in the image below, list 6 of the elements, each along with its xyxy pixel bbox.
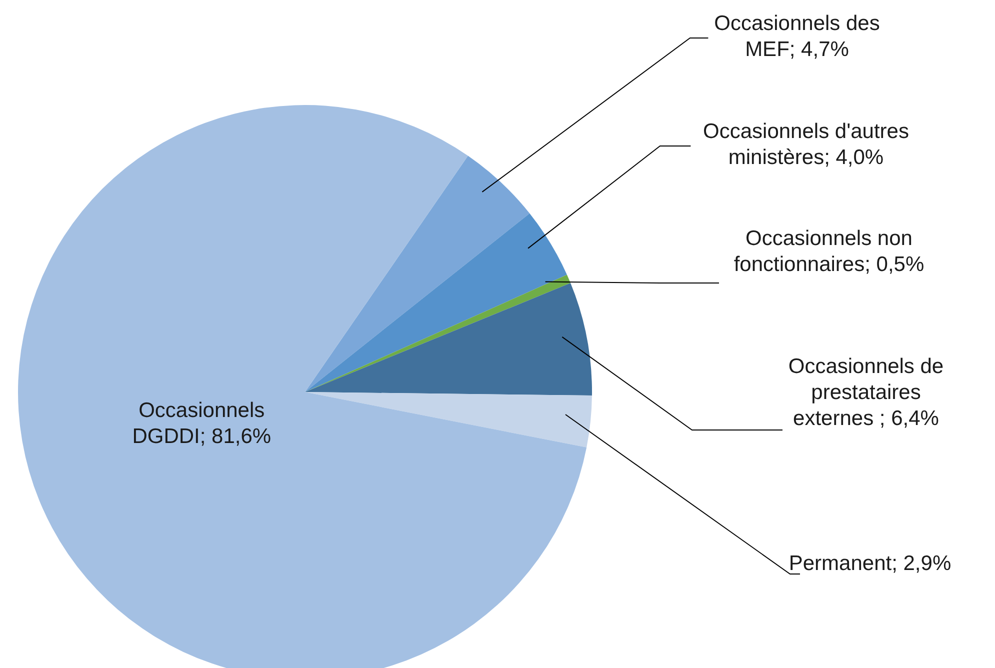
slice-label: Occasionnels des MEF; 4,7% bbox=[714, 12, 880, 61]
slice-label: Occasionnels d'autres ministères; 4,0% bbox=[703, 120, 909, 169]
slice-label: Occasionnels non fonctionnaires; 0,5% bbox=[734, 227, 924, 276]
slice-label: Occasionnels DGDDI; 81,6% bbox=[132, 399, 272, 448]
slice-label: Permanent; 2,9% bbox=[788, 552, 952, 575]
slice-label: Occasionnels de prestataires externes ; 6,4% bbox=[788, 355, 944, 430]
